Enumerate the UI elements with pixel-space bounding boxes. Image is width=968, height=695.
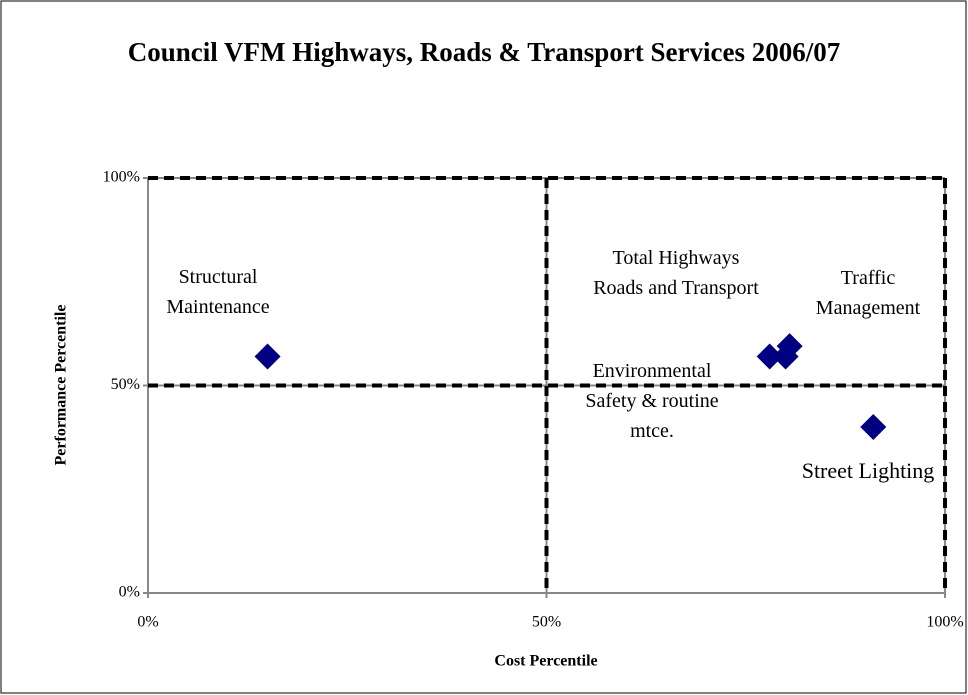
point [254, 343, 281, 370]
point-label: Structural Maintenance [166, 266, 270, 318]
x-axis-title: Cost Percentile [494, 653, 597, 670]
y-axis-title: Performance Percentile [53, 305, 70, 466]
x-tick-label: 100% [926, 614, 963, 631]
point-label: Total Highways Roads and Transport [593, 247, 759, 299]
point-label: Traffic Management [815, 267, 921, 319]
point [772, 343, 799, 370]
y-tick-label: 50% [111, 376, 140, 393]
chart-title: Council VFM Highways, Roads & Transport … [127, 37, 841, 67]
point [756, 343, 783, 370]
x-tick-label: 0% [137, 614, 158, 631]
y-tick-label: 100% [103, 169, 140, 186]
x-tick-label: 50% [532, 614, 561, 631]
point [860, 414, 887, 440]
y-tick-label: 0% [119, 584, 140, 601]
point-label: Environmental Safety & routine mtce. [585, 360, 719, 442]
point-label: Street Lighting [801, 458, 935, 483]
